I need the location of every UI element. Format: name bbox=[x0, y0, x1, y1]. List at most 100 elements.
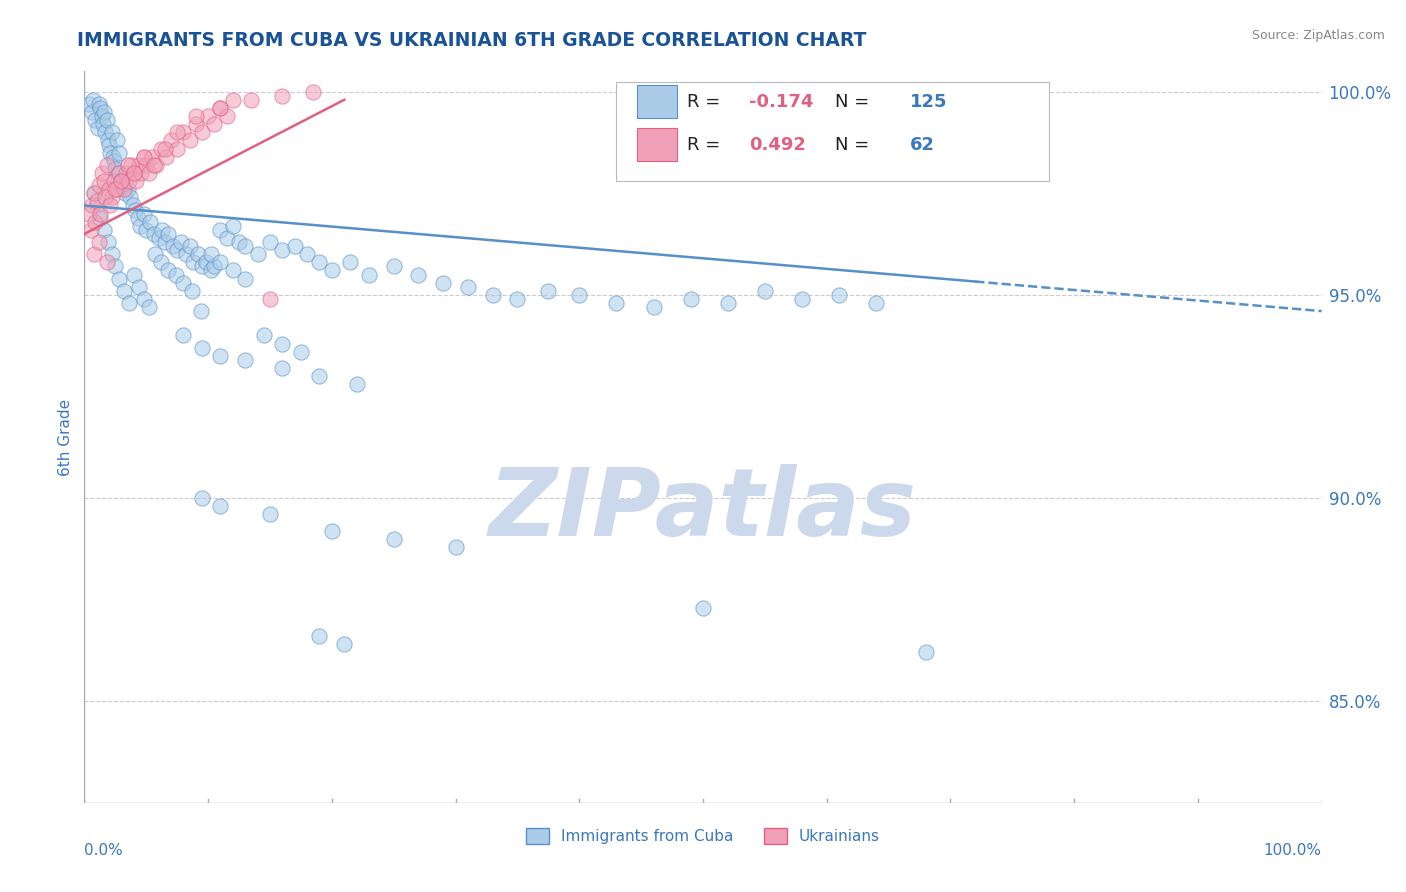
Point bbox=[90, 166, 112, 180]
Point bbox=[120, 190, 142, 204]
Point bbox=[166, 125, 188, 139]
Point bbox=[86, 194, 108, 209]
Point bbox=[108, 271, 131, 285]
Point bbox=[790, 292, 813, 306]
Point bbox=[117, 158, 139, 172]
Point bbox=[271, 336, 294, 351]
Text: ZIPatlas: ZIPatlas bbox=[489, 464, 917, 557]
Point bbox=[481, 288, 503, 302]
Point bbox=[321, 524, 343, 538]
Point bbox=[98, 198, 121, 212]
Point bbox=[215, 109, 238, 123]
Point bbox=[197, 109, 219, 123]
Point bbox=[444, 540, 467, 554]
Point bbox=[209, 101, 232, 115]
Point bbox=[202, 260, 225, 274]
Point bbox=[112, 182, 135, 196]
Point bbox=[129, 166, 152, 180]
Point bbox=[191, 341, 214, 355]
Point bbox=[114, 186, 136, 201]
Point bbox=[240, 93, 263, 107]
Point bbox=[568, 288, 591, 302]
Point bbox=[155, 150, 177, 164]
Point bbox=[643, 300, 665, 314]
Point bbox=[84, 215, 107, 229]
Point bbox=[101, 150, 124, 164]
Point bbox=[129, 219, 152, 233]
Point bbox=[100, 190, 122, 204]
Point bbox=[104, 260, 127, 274]
Point bbox=[104, 161, 127, 176]
Point bbox=[308, 369, 330, 384]
Point bbox=[89, 206, 111, 220]
Point bbox=[157, 263, 180, 277]
Legend: Immigrants from Cuba, Ukrainians: Immigrants from Cuba, Ukrainians bbox=[520, 822, 886, 850]
Point bbox=[259, 235, 281, 249]
Point bbox=[89, 96, 111, 111]
Point bbox=[93, 174, 115, 188]
Point bbox=[107, 166, 129, 180]
Point bbox=[181, 255, 204, 269]
Point bbox=[105, 133, 128, 147]
Point bbox=[209, 499, 232, 513]
Point bbox=[138, 166, 160, 180]
Point bbox=[153, 142, 176, 156]
Text: 0.492: 0.492 bbox=[749, 136, 806, 153]
Point bbox=[209, 349, 232, 363]
Point bbox=[160, 133, 183, 147]
Point bbox=[112, 284, 135, 298]
Point bbox=[93, 223, 115, 237]
Point bbox=[191, 125, 214, 139]
Point bbox=[172, 276, 194, 290]
Point bbox=[333, 637, 356, 651]
Point bbox=[93, 105, 115, 120]
Point bbox=[105, 182, 128, 196]
Point bbox=[97, 235, 120, 249]
Point bbox=[692, 600, 714, 615]
Point bbox=[191, 491, 214, 505]
Text: 100.0%: 100.0% bbox=[1264, 843, 1322, 858]
Point bbox=[284, 239, 307, 253]
Point bbox=[80, 105, 103, 120]
Point bbox=[165, 268, 187, 282]
Point bbox=[135, 158, 157, 172]
Point bbox=[79, 96, 101, 111]
Point bbox=[118, 296, 141, 310]
Point bbox=[321, 263, 343, 277]
Point bbox=[122, 166, 145, 180]
Text: 0.0%: 0.0% bbox=[84, 843, 124, 858]
Point bbox=[124, 202, 146, 217]
Point bbox=[83, 247, 105, 261]
Point bbox=[172, 328, 194, 343]
Point bbox=[117, 182, 139, 196]
Point bbox=[717, 296, 740, 310]
FancyBboxPatch shape bbox=[637, 85, 678, 118]
Point bbox=[339, 255, 361, 269]
Point bbox=[179, 133, 201, 147]
Point bbox=[174, 247, 197, 261]
Point bbox=[83, 186, 105, 201]
Point bbox=[125, 174, 148, 188]
Point bbox=[84, 113, 107, 128]
Text: Source: ZipAtlas.com: Source: ZipAtlas.com bbox=[1251, 29, 1385, 42]
Point bbox=[150, 255, 173, 269]
Point bbox=[233, 352, 256, 367]
Text: N =: N = bbox=[835, 93, 876, 111]
Point bbox=[108, 166, 131, 180]
Point bbox=[82, 93, 104, 107]
Point bbox=[122, 268, 145, 282]
Point bbox=[132, 150, 155, 164]
Point bbox=[754, 284, 776, 298]
Point bbox=[103, 153, 125, 168]
Point bbox=[259, 508, 281, 522]
Point bbox=[128, 279, 150, 293]
Point bbox=[865, 296, 887, 310]
Point bbox=[127, 211, 149, 225]
Point bbox=[457, 279, 479, 293]
Point bbox=[96, 158, 118, 172]
Point bbox=[132, 292, 155, 306]
Point bbox=[228, 235, 250, 249]
Point bbox=[89, 235, 111, 249]
Point bbox=[271, 88, 294, 103]
Point bbox=[132, 150, 155, 164]
